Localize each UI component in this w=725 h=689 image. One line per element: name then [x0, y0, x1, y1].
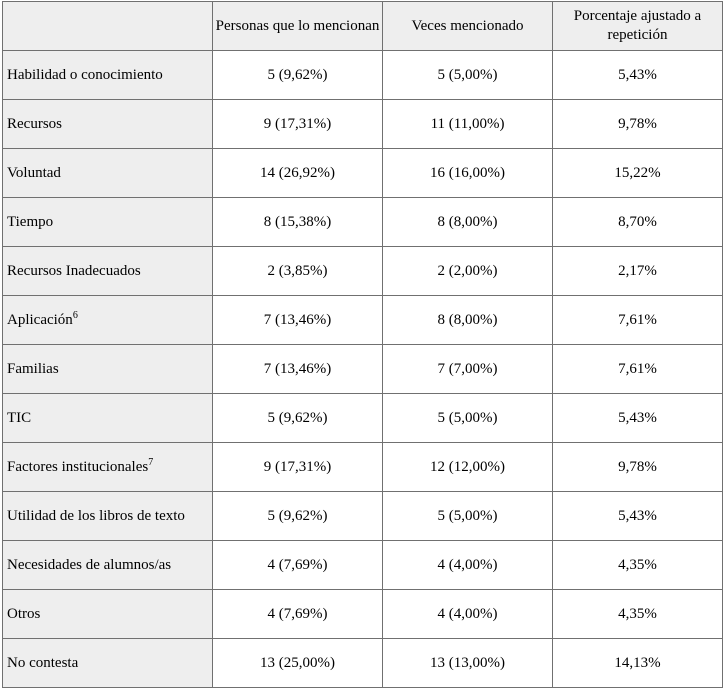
cell-personas: 5 (9,62%) — [213, 394, 383, 443]
cell-veces: 11 (11,00%) — [383, 100, 553, 149]
row-label: Tiempo — [3, 198, 213, 247]
data-table: Personas que lo mencionan Veces menciona… — [2, 1, 723, 688]
cell-porcentaje: 14,13% — [553, 639, 723, 688]
cell-porcentaje: 5,43% — [553, 51, 723, 100]
table-row: Tiempo8 (15,38%)8 (8,00%)8,70% — [3, 198, 723, 247]
row-label: TIC — [3, 394, 213, 443]
cell-porcentaje: 9,78% — [553, 443, 723, 492]
col-header-personas: Personas que lo mencionan — [213, 2, 383, 51]
cell-personas: 4 (7,69%) — [213, 590, 383, 639]
col-header-veces: Veces mencionado — [383, 2, 553, 51]
table-row: No contesta13 (25,00%)13 (13,00%)14,13% — [3, 639, 723, 688]
cell-porcentaje: 4,35% — [553, 541, 723, 590]
cell-veces: 5 (5,00%) — [383, 492, 553, 541]
row-label: Voluntad — [3, 149, 213, 198]
table-row: Familias7 (13,46%)7 (7,00%)7,61% — [3, 345, 723, 394]
table-row: TIC5 (9,62%)5 (5,00%)5,43% — [3, 394, 723, 443]
table-body: Habilidad o conocimiento5 (9,62%)5 (5,00… — [3, 51, 723, 688]
cell-porcentaje: 7,61% — [553, 345, 723, 394]
cell-personas: 9 (17,31%) — [213, 100, 383, 149]
cell-porcentaje: 2,17% — [553, 247, 723, 296]
cell-veces: 4 (4,00%) — [383, 541, 553, 590]
row-label: Habilidad o conocimiento — [3, 51, 213, 100]
table-row: Recursos9 (17,31%)11 (11,00%)9,78% — [3, 100, 723, 149]
col-header-porcentaje: Porcentaje ajustado a repetición — [553, 2, 723, 51]
row-label: Utilidad de los libros de texto — [3, 492, 213, 541]
cell-porcentaje: 8,70% — [553, 198, 723, 247]
cell-personas: 7 (13,46%) — [213, 296, 383, 345]
cell-veces: 12 (12,00%) — [383, 443, 553, 492]
cell-veces: 2 (2,00%) — [383, 247, 553, 296]
row-label: Aplicación6 — [3, 296, 213, 345]
row-label: Familias — [3, 345, 213, 394]
cell-personas: 14 (26,92%) — [213, 149, 383, 198]
table-header-row: Personas que lo mencionan Veces menciona… — [3, 2, 723, 51]
cell-personas: 8 (15,38%) — [213, 198, 383, 247]
cell-personas: 9 (17,31%) — [213, 443, 383, 492]
cell-personas: 7 (13,46%) — [213, 345, 383, 394]
cell-veces: 5 (5,00%) — [383, 51, 553, 100]
cell-personas: 2 (3,85%) — [213, 247, 383, 296]
cell-porcentaje: 4,35% — [553, 590, 723, 639]
table-row: Factores institucionales79 (17,31%)12 (1… — [3, 443, 723, 492]
cell-personas: 4 (7,69%) — [213, 541, 383, 590]
cell-veces: 16 (16,00%) — [383, 149, 553, 198]
table-row: Recursos Inadecuados2 (3,85%)2 (2,00%)2,… — [3, 247, 723, 296]
cell-porcentaje: 7,61% — [553, 296, 723, 345]
cell-veces: 5 (5,00%) — [383, 394, 553, 443]
cell-personas: 5 (9,62%) — [213, 51, 383, 100]
cell-veces: 8 (8,00%) — [383, 198, 553, 247]
row-label: Recursos Inadecuados — [3, 247, 213, 296]
cell-porcentaje: 5,43% — [553, 394, 723, 443]
table-row: Otros4 (7,69%)4 (4,00%)4,35% — [3, 590, 723, 639]
table-row: Aplicación67 (13,46%)8 (8,00%)7,61% — [3, 296, 723, 345]
cell-personas: 5 (9,62%) — [213, 492, 383, 541]
row-label: Otros — [3, 590, 213, 639]
table-row: Necesidades de alumnos/as4 (7,69%)4 (4,0… — [3, 541, 723, 590]
table-row: Habilidad o conocimiento5 (9,62%)5 (5,00… — [3, 51, 723, 100]
cell-veces: 13 (13,00%) — [383, 639, 553, 688]
cell-veces: 7 (7,00%) — [383, 345, 553, 394]
row-label: Recursos — [3, 100, 213, 149]
cell-porcentaje: 15,22% — [553, 149, 723, 198]
cell-porcentaje: 9,78% — [553, 100, 723, 149]
row-label: No contesta — [3, 639, 213, 688]
table-row: Utilidad de los libros de texto5 (9,62%)… — [3, 492, 723, 541]
cell-veces: 8 (8,00%) — [383, 296, 553, 345]
row-label: Factores institucionales7 — [3, 443, 213, 492]
cell-personas: 13 (25,00%) — [213, 639, 383, 688]
table-container: Personas que lo mencionan Veces menciona… — [0, 1, 725, 688]
cell-veces: 4 (4,00%) — [383, 590, 553, 639]
table-row: Voluntad14 (26,92%)16 (16,00%)15,22% — [3, 149, 723, 198]
footnote-marker: 6 — [73, 310, 78, 321]
footnote-marker: 7 — [148, 457, 153, 468]
col-header-empty — [3, 2, 213, 51]
cell-porcentaje: 5,43% — [553, 492, 723, 541]
row-label: Necesidades de alumnos/as — [3, 541, 213, 590]
